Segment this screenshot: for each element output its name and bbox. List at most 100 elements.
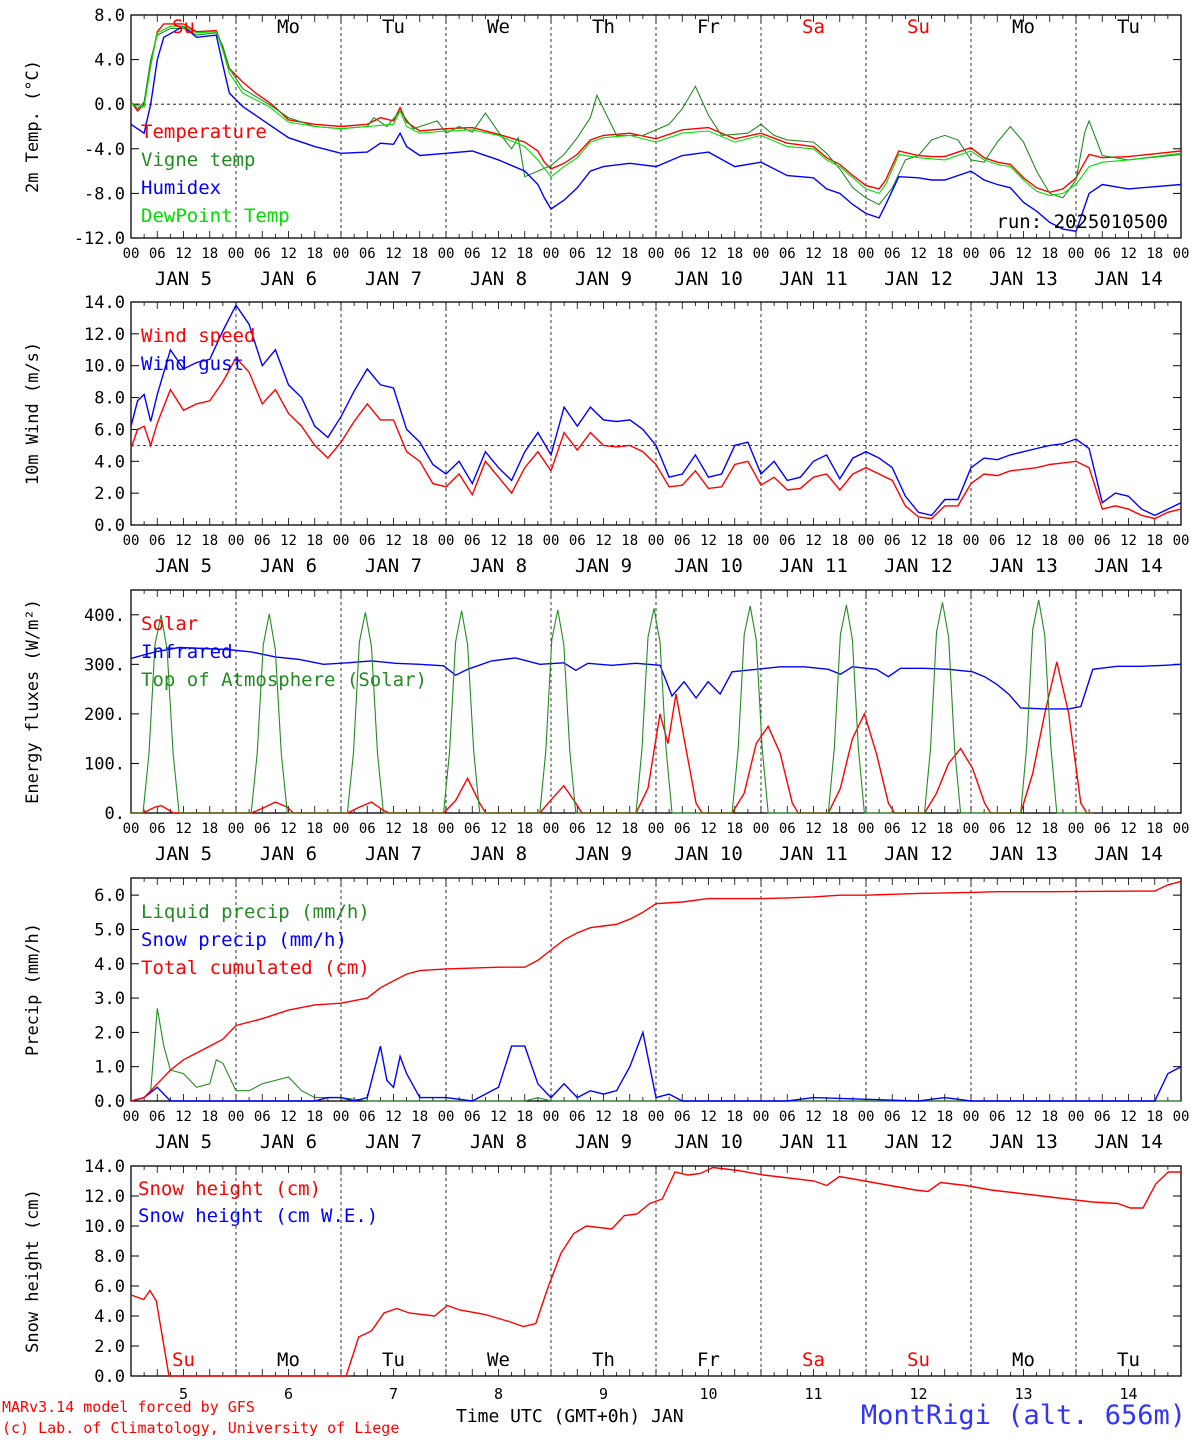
- date-label: JAN 6: [260, 555, 317, 577]
- hour-tick-label: 00: [1173, 533, 1190, 549]
- hour-tick-label: 18: [516, 246, 533, 262]
- date-label: JAN 6: [260, 268, 317, 290]
- date-short-label: 6: [284, 1385, 293, 1403]
- hour-tick-label: 00: [858, 821, 875, 837]
- y-tick-label: 6.0: [94, 886, 125, 906]
- date-short-label: 14: [1119, 1385, 1137, 1403]
- date-label: JAN 12: [884, 1131, 953, 1153]
- y-tick-label: 10.0: [84, 1217, 125, 1237]
- hour-tick-label: 00: [228, 821, 245, 837]
- hour-tick-label: 00: [438, 1109, 455, 1125]
- hour-tick-label: 18: [726, 821, 743, 837]
- y-tick-label: 8.0: [94, 389, 125, 409]
- hour-tick-label: 06: [674, 533, 691, 549]
- weekday-label: Tu: [1117, 16, 1140, 38]
- hour-tick-label: 12: [175, 1109, 192, 1125]
- hour-tick-label: 06: [779, 1109, 796, 1125]
- hour-tick-label: 12: [1120, 1109, 1137, 1125]
- hour-tick-label: 06: [359, 821, 376, 837]
- y-tick-label: 300.: [84, 655, 125, 675]
- hour-tick-label: 00: [543, 533, 560, 549]
- date-label: JAN 10: [674, 555, 743, 577]
- weekday-label: Tu: [382, 16, 405, 38]
- hour-tick-label: 00: [1173, 821, 1190, 837]
- hour-tick-label: 12: [1120, 246, 1137, 262]
- weekday-label: Mo: [277, 16, 300, 38]
- hour-tick-label: 18: [201, 821, 218, 837]
- series-line-wind-gust: [130, 303, 1182, 517]
- hour-tick-label: 12: [805, 1109, 822, 1125]
- date-short-label: 7: [389, 1385, 398, 1403]
- hour-tick-label: 12: [910, 533, 927, 549]
- y-axis-label: Precip (mm/h): [23, 923, 43, 1056]
- hour-tick-label: 06: [989, 533, 1006, 549]
- series-line-wind-speed: [130, 356, 1182, 520]
- date-label: JAN 5: [155, 268, 212, 290]
- hour-tick-label: 06: [674, 246, 691, 262]
- date-label: JAN 8: [470, 268, 527, 290]
- hour-tick-label: 06: [1094, 821, 1111, 837]
- hour-tick-label: 12: [175, 821, 192, 837]
- hour-tick-label: 06: [569, 821, 586, 837]
- date-label: JAN 7: [365, 555, 422, 577]
- legend-entry: Snow height (cm): [138, 1178, 321, 1200]
- hour-tick-label: 00: [123, 821, 140, 837]
- y-tick-label: 0.0: [94, 1367, 125, 1387]
- weekday-label: Su: [172, 16, 195, 38]
- legend-entry: Liquid precip (mm/h): [141, 901, 370, 923]
- hour-tick-label: 12: [490, 1109, 507, 1125]
- hour-tick-label: 00: [963, 821, 980, 837]
- hour-tick-label: 12: [910, 821, 927, 837]
- hour-tick-label: 00: [753, 246, 770, 262]
- weekday-label: Sa: [802, 1349, 825, 1371]
- weekday-label: We: [487, 1349, 510, 1371]
- hour-tick-label: 18: [621, 533, 638, 549]
- y-axis-label: Snow height (cm): [23, 1189, 43, 1353]
- hour-tick-label: 06: [359, 533, 376, 549]
- legend-entry: Wind speed: [141, 325, 255, 347]
- hour-tick-label: 00: [1068, 1109, 1085, 1125]
- hour-tick-label: 00: [438, 821, 455, 837]
- hour-tick-label: 12: [1015, 533, 1032, 549]
- hour-tick-label: 12: [700, 821, 717, 837]
- hour-tick-label: 18: [1041, 1109, 1058, 1125]
- date-label: JAN 5: [155, 1131, 212, 1153]
- hour-tick-label: 06: [254, 533, 271, 549]
- hour-tick-label: 12: [280, 1109, 297, 1125]
- weekday-label: Su: [907, 16, 930, 38]
- hour-tick-label: 18: [1146, 1109, 1163, 1125]
- hour-tick-label: 00: [228, 1109, 245, 1125]
- hour-tick-label: 00: [228, 533, 245, 549]
- hour-tick-label: 12: [385, 246, 402, 262]
- hour-tick-label: 18: [936, 533, 953, 549]
- date-short-label: 10: [699, 1385, 717, 1403]
- date-label: JAN 13: [989, 268, 1058, 290]
- hour-tick-label: 06: [989, 246, 1006, 262]
- hour-tick-label: 12: [175, 533, 192, 549]
- weekday-label: Mo: [1012, 16, 1035, 38]
- hour-tick-label: 06: [1094, 533, 1111, 549]
- y-tick-label: -8.0: [84, 184, 125, 204]
- hour-tick-label: 12: [805, 533, 822, 549]
- y-tick-label: 12.0: [84, 1187, 125, 1207]
- hour-tick-label: 18: [306, 1109, 323, 1125]
- hour-tick-label: 12: [1120, 533, 1137, 549]
- series-line-vigne-temp: [130, 27, 1182, 206]
- legend-entry: Snow height (cm W.E.): [138, 1205, 378, 1227]
- series-line-snow-height-cm-: [130, 1166, 1181, 1377]
- hour-tick-label: 00: [543, 821, 560, 837]
- hour-tick-label: 18: [831, 821, 848, 837]
- hour-tick-label: 12: [1120, 821, 1137, 837]
- legend-entry: Temperature: [141, 121, 267, 143]
- hour-tick-label: 00: [333, 821, 350, 837]
- date-label: JAN 13: [989, 843, 1058, 865]
- hour-tick-label: 18: [516, 821, 533, 837]
- model-credit-line: MARv3.14 model forced by GFS: [2, 1398, 255, 1416]
- date-label: JAN 9: [575, 268, 632, 290]
- hour-tick-label: 18: [621, 821, 638, 837]
- hour-tick-label: 06: [569, 1109, 586, 1125]
- y-tick-label: 0.: [105, 804, 125, 824]
- y-tick-label: 3.0: [94, 989, 125, 1009]
- date-label: JAN 14: [1094, 1131, 1163, 1153]
